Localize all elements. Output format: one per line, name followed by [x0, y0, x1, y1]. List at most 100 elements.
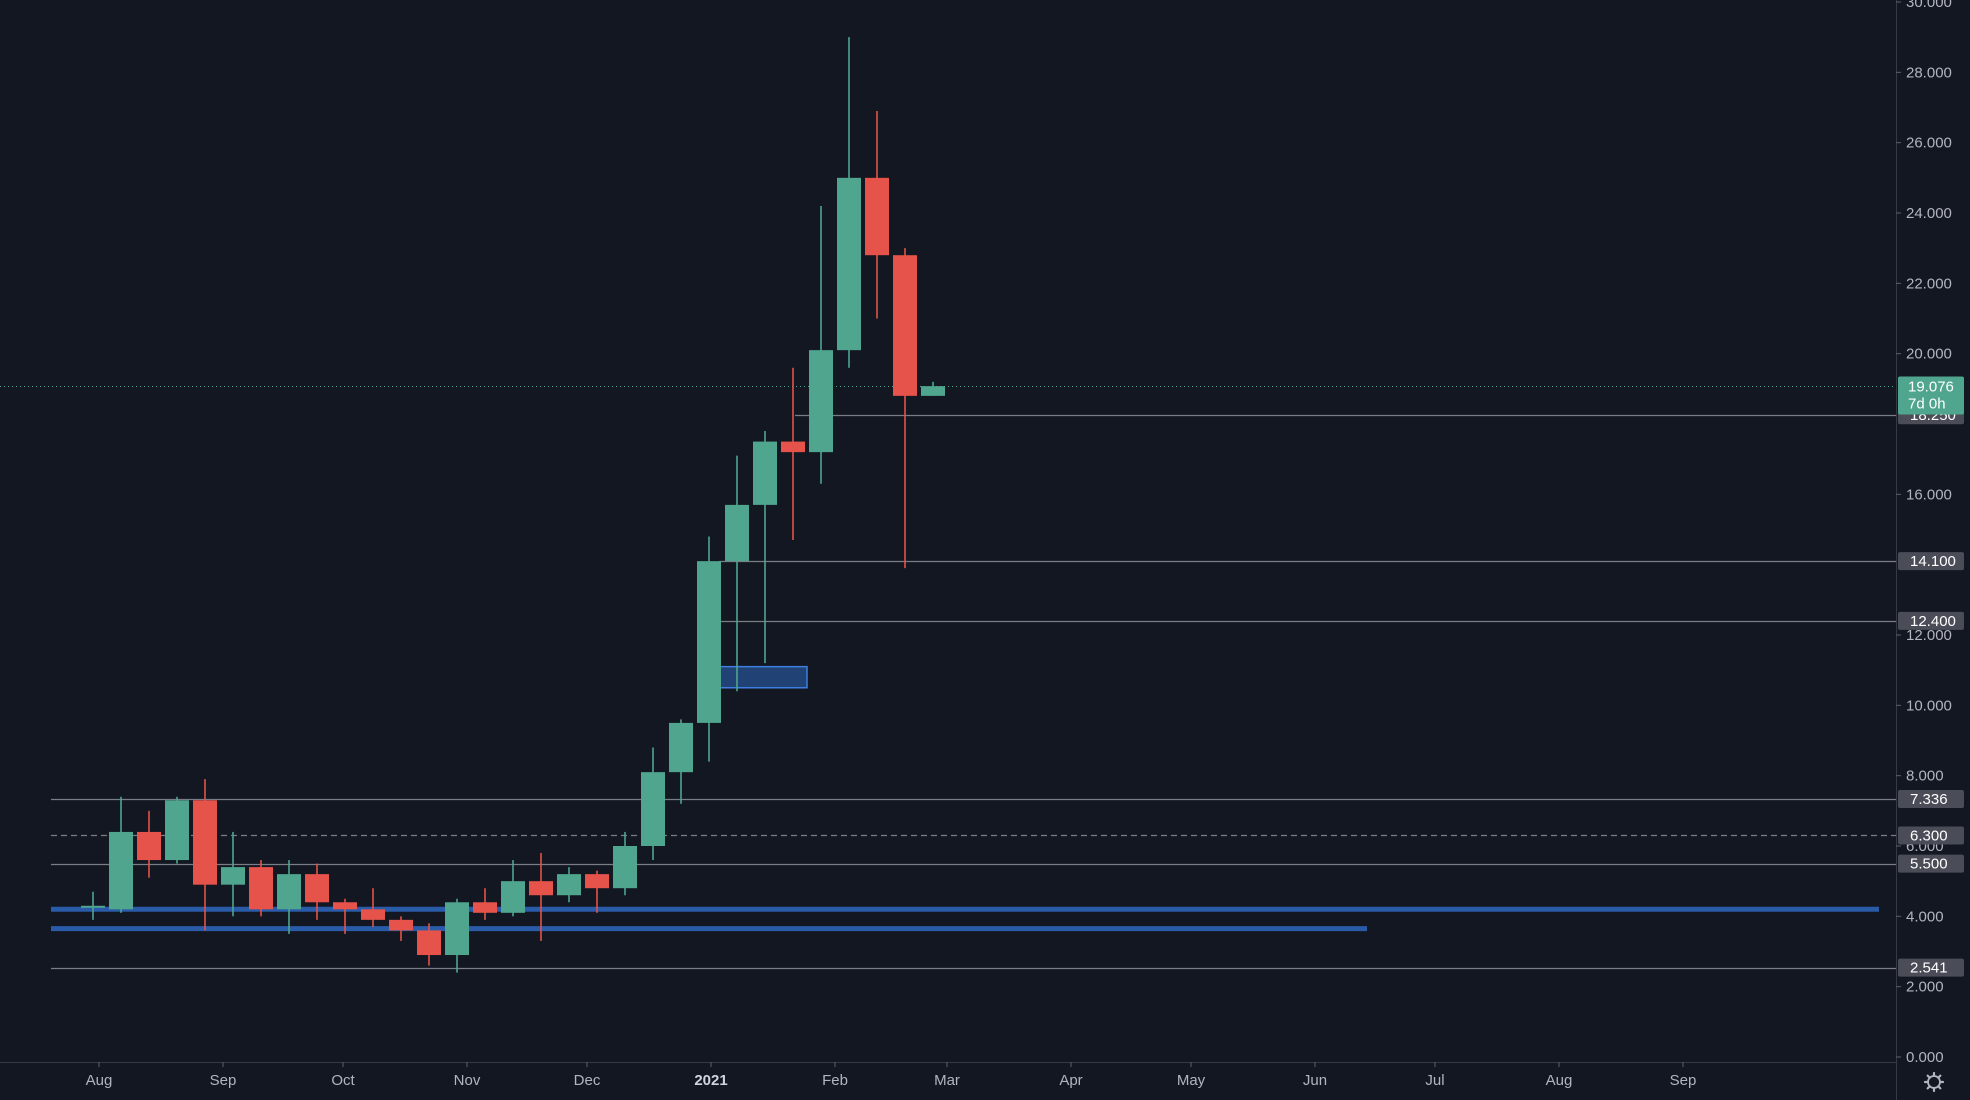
candle	[221, 831, 245, 917]
candle-body	[277, 874, 301, 910]
price-tick-label: 24.000	[1906, 205, 1952, 222]
candle-body	[641, 772, 665, 846]
candle-body	[501, 881, 525, 913]
time-tick-label: 2021	[694, 1072, 727, 1089]
last-price-countdown: 7d 0h	[1908, 396, 1946, 413]
candle	[361, 888, 385, 927]
price-tick-label: 12.000	[1906, 627, 1952, 644]
candle-body	[221, 867, 245, 885]
level-tag-box	[1898, 552, 1964, 571]
candle-body	[725, 504, 749, 562]
candle	[501, 860, 525, 917]
candle-body	[557, 874, 581, 896]
time-tick-label: Jul	[1425, 1072, 1444, 1089]
gear-ring	[1927, 1075, 1941, 1089]
candle-body	[669, 722, 693, 773]
candle-body	[753, 441, 777, 505]
candle	[445, 898, 469, 973]
time-tick-label: Apr	[1059, 1072, 1082, 1089]
time-tick-label: May	[1177, 1072, 1206, 1089]
candle-body	[81, 905, 105, 908]
price-tick-label: 30.000	[1906, 0, 1952, 11]
time-tick-label: Sep	[1670, 1072, 1697, 1089]
level-tag-box	[1898, 611, 1964, 630]
level-tag-label: 2.541	[1910, 960, 1948, 977]
candle	[809, 205, 833, 484]
candle-body	[893, 255, 917, 396]
candle-body	[445, 902, 469, 956]
level-tag-label: 12.400	[1910, 613, 1956, 630]
price-tick-label: 28.000	[1906, 64, 1952, 81]
candle	[81, 891, 105, 920]
candle	[193, 779, 217, 931]
candle	[697, 536, 721, 762]
candle	[837, 37, 861, 368]
demand-zone	[710, 665, 808, 689]
candle	[921, 381, 945, 396]
price-tick-label: 2.000	[1906, 979, 1944, 996]
level-price-tag: 6.300	[1898, 826, 1964, 845]
candle	[557, 867, 581, 903]
candle-body	[109, 831, 133, 910]
candle-body	[837, 177, 861, 351]
candle	[641, 747, 665, 861]
candle-body	[305, 874, 329, 903]
candle-body	[613, 846, 637, 889]
candle	[669, 719, 693, 804]
time-axis[interactable]: Aug Sep Oct Nov Dec 2021 Feb Mar Apr May Jun Jul Aug…	[0, 1062, 1896, 1089]
candle	[137, 810, 161, 878]
level-tag-box	[1898, 790, 1964, 809]
level-tag-label: 6.300	[1910, 827, 1948, 844]
level-tag-label: 14.100	[1910, 553, 1956, 570]
last-price-box	[1898, 376, 1964, 415]
candle-body	[389, 919, 413, 931]
candle-body	[361, 909, 385, 920]
candle-body	[585, 874, 609, 889]
price-tags: 18.25014.10012.4007.3366.3005.5002.54119…	[1898, 376, 1964, 977]
candle	[305, 863, 329, 920]
candle	[473, 888, 497, 920]
settings-button[interactable]	[1923, 1071, 1945, 1093]
price-tick-label: 0.000	[1906, 1049, 1944, 1066]
price-tick-label: 8.000	[1906, 768, 1944, 785]
price-axis[interactable]: 0.0002.0004.0006.0008.00010.00012.00016.…	[1896, 0, 1952, 1100]
level-price-tag: 7.336	[1898, 790, 1964, 809]
time-tick-label: Oct	[331, 1072, 355, 1089]
price-tick-label: 10.000	[1906, 697, 1952, 714]
time-tick-label: Sep	[210, 1072, 237, 1089]
price-tick-label: 4.000	[1906, 908, 1944, 925]
candle-body	[529, 881, 553, 896]
zone-rectangle	[710, 665, 808, 689]
candle	[277, 860, 301, 934]
level-price-tag: 14.100	[1898, 552, 1964, 571]
time-tick-label: Jun	[1303, 1072, 1327, 1089]
level-price-tag: 2.541	[1898, 958, 1964, 977]
candle	[333, 898, 357, 934]
candle	[165, 796, 189, 864]
candle	[529, 853, 553, 941]
price-tick-label: 26.000	[1906, 135, 1952, 152]
candle	[893, 248, 917, 569]
candle-body	[921, 386, 945, 396]
last-price-value: 19.076	[1908, 379, 1954, 396]
candle-body	[333, 902, 357, 910]
level-price-tag: 5.500	[1898, 854, 1964, 873]
time-tick-label: Dec	[574, 1072, 601, 1089]
candle	[417, 923, 441, 966]
candle-body	[193, 800, 217, 885]
candle	[585, 870, 609, 913]
candle	[865, 111, 889, 319]
candle	[109, 796, 133, 913]
level-tag-label: 5.500	[1910, 856, 1948, 873]
candles	[81, 37, 945, 973]
candle	[725, 455, 749, 692]
candle-body	[697, 561, 721, 723]
candle-body	[165, 800, 189, 861]
level-tag-box	[1898, 826, 1964, 845]
level-tag-box	[1898, 958, 1964, 977]
candle-body	[417, 930, 441, 956]
level-tag-box	[1898, 854, 1964, 873]
gear-icon	[1923, 1071, 1945, 1093]
time-tick-label: Aug	[86, 1072, 113, 1089]
